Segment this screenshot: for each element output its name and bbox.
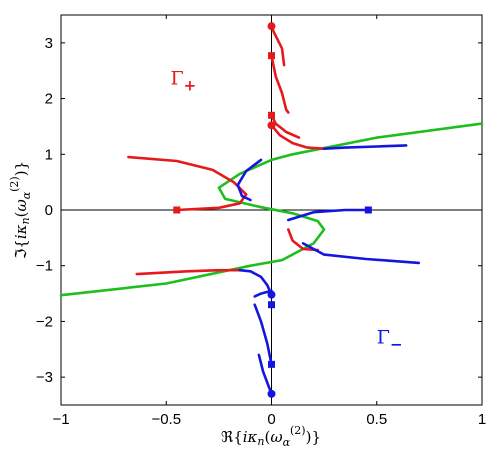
series-curve-10 [287, 208, 370, 222]
series-curve-3 [270, 124, 326, 150]
x-tick-label-1: −0.5 [151, 411, 181, 428]
marker-square-8 [268, 360, 275, 368]
series-curve-5 [270, 54, 290, 114]
series-curve-0 [59, 122, 484, 297]
series-curve-15 [253, 289, 273, 298]
marker-circle-6 [267, 290, 276, 299]
series-curve-8 [322, 144, 408, 150]
marker-square-1 [268, 52, 275, 60]
x-axis-label: ℜ{iκn(ωα(2))} [221, 424, 321, 449]
y-tick-label-5: 2 [45, 91, 53, 108]
x-tick-label-4: 1 [478, 411, 486, 428]
series-curve-2 [135, 268, 242, 276]
series-curve-12 [238, 268, 273, 296]
marker-circle-3 [267, 121, 276, 130]
marker-square-7 [268, 301, 275, 309]
series-curve-13 [253, 303, 273, 366]
marker-circle-0 [267, 22, 276, 31]
series-curve-7 [287, 228, 320, 252]
marker-square-5 [364, 206, 372, 214]
x-tick-label-3: 0.5 [366, 411, 387, 428]
y-tick-label-6: 3 [45, 35, 53, 52]
y-tick-label-3: 0 [45, 202, 53, 219]
plot-layer [59, 15, 484, 405]
y-tick-label-2: −1 [36, 258, 53, 275]
x-tick-label-0: −1 [52, 411, 69, 428]
y-axis-label: ℑ{iκn(ωα(2))} [8, 161, 33, 259]
y-tick-label-0: −3 [36, 369, 53, 386]
y-tick-label-4: 1 [45, 146, 53, 163]
tick-layer: −1 −0.5 0 0.5 1 −3 −2 −1 0 1 2 3 [36, 15, 486, 428]
series-curve-11 [301, 242, 421, 265]
series-curve-6 [270, 114, 301, 139]
marker-circle-9 [267, 389, 276, 398]
x-tick-label-2: 0 [267, 411, 275, 428]
marker-square-2 [268, 111, 275, 119]
y-tick-label-1: −2 [36, 313, 53, 330]
marker-square-4 [173, 206, 181, 214]
series-curve-9 [236, 158, 263, 202]
